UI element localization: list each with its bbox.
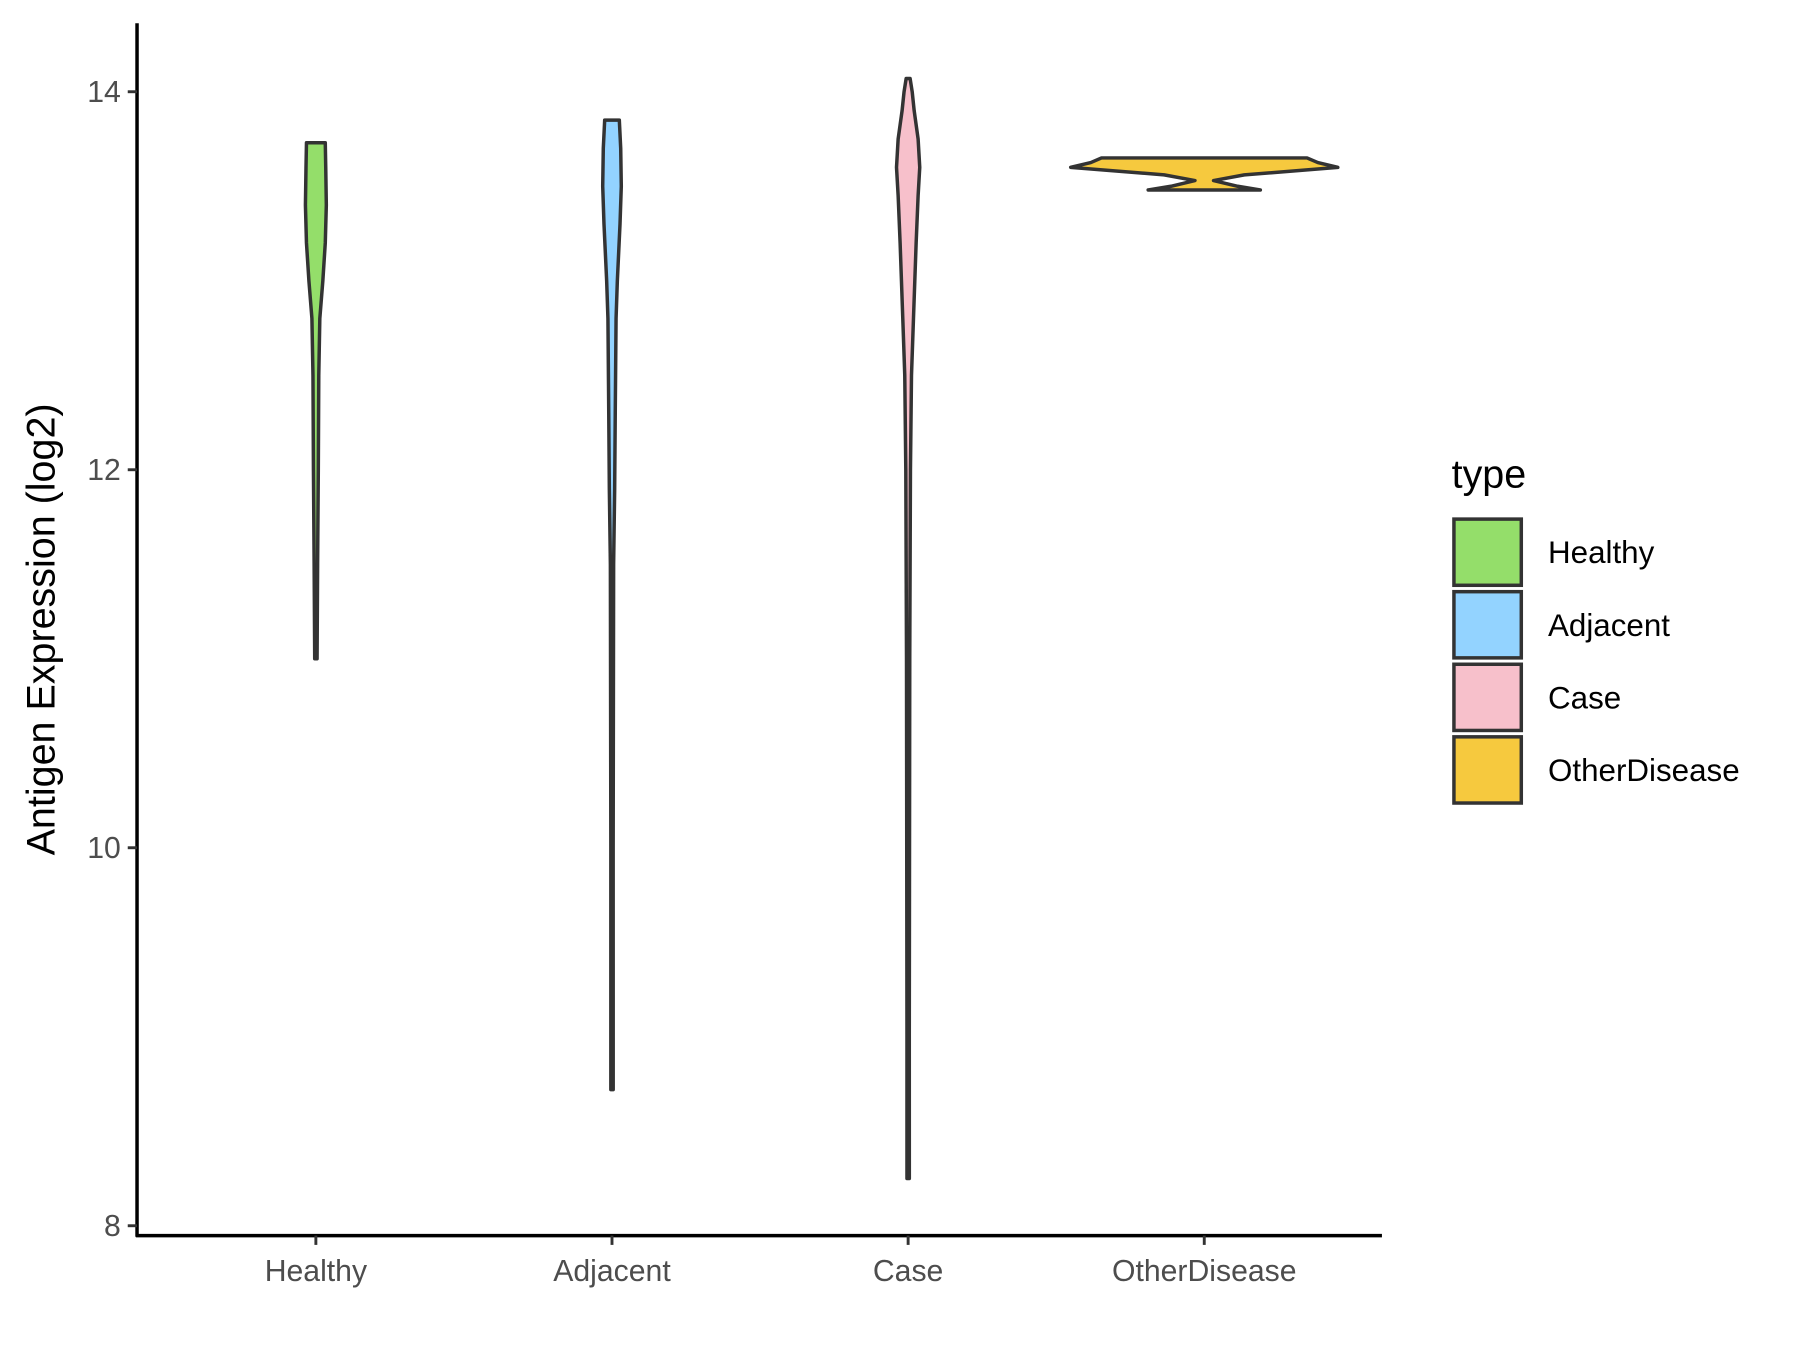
violin-adjacent: [600, 118, 624, 1092]
y-tick-label: 14: [87, 76, 121, 109]
x-tick-label: Adjacent: [553, 1255, 671, 1288]
legend-label: Case: [1548, 680, 1621, 715]
y-ticks: 8 10 12 14: [87, 76, 138, 1243]
legend-swatch: [1452, 735, 1524, 805]
y-axis-label: Antigen Expression (log2): [20, 403, 64, 855]
legend-swatch: [1452, 589, 1524, 660]
violin-otherdisease: [1068, 156, 1340, 192]
x-tick-label: Case: [873, 1255, 943, 1288]
legend-label: Adjacent: [1548, 608, 1670, 643]
legend-label: Healthy: [1548, 535, 1655, 570]
y-tick-label: 12: [87, 454, 121, 487]
legend-title: type: [1452, 453, 1527, 497]
x-ticks: Healthy Adjacent Case OtherDisease: [265, 1235, 1297, 1288]
y-tick-label: 8: [104, 1210, 121, 1243]
x-tick-label: Healthy: [265, 1255, 368, 1288]
violin-case: [894, 76, 922, 1181]
legend-swatch: [1452, 517, 1524, 588]
violin-healthy: [303, 140, 329, 661]
legend-label: OtherDisease: [1548, 753, 1740, 788]
x-tick-label: OtherDisease: [1112, 1255, 1297, 1288]
legend: Healthy Adjacent Case OtherDisease: [1452, 517, 1740, 805]
y-tick-label: 10: [87, 832, 121, 865]
legend-swatch: [1452, 662, 1524, 733]
violins: [303, 76, 1340, 1181]
